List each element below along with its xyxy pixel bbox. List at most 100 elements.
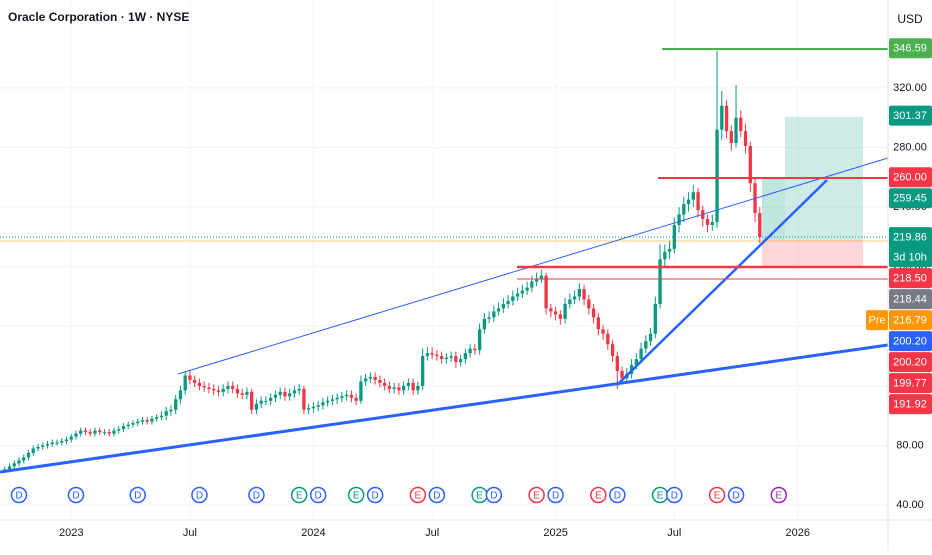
candle-body [473, 348, 477, 351]
candle-body [387, 385, 392, 389]
price-label [889, 331, 932, 352]
candle-body [36, 446, 40, 449]
candle-body [696, 192, 700, 211]
candle-body [283, 391, 287, 397]
x-tick-label: 2026 [786, 527, 810, 539]
event-label: E [657, 491, 664, 502]
candle-body [572, 296, 577, 300]
event-label: D [253, 491, 260, 502]
candle-body [297, 388, 301, 391]
x-tick-label: 2024 [301, 527, 325, 539]
x-tick-label: 2023 [59, 527, 83, 539]
event-icon [727, 486, 745, 504]
candle-body [530, 281, 534, 288]
candle-body [549, 308, 553, 312]
candle-body [202, 385, 206, 388]
y-tick-label: 320.00 [893, 82, 927, 94]
candle-body [269, 397, 273, 401]
candle-body [382, 382, 387, 386]
candle-body [359, 381, 363, 401]
event-label: E [353, 491, 360, 502]
candle-body [482, 318, 487, 330]
candle-body [743, 131, 748, 147]
price-label [889, 105, 932, 126]
candle-body [378, 379, 382, 383]
candle-body [653, 303, 657, 334]
candle-body [50, 442, 54, 445]
candle-body [117, 429, 121, 431]
candle-body [221, 388, 225, 392]
event-label: E [476, 491, 483, 502]
candle-body [7, 466, 12, 470]
x-tick-label: Jul [425, 527, 439, 539]
candle-body [501, 303, 506, 309]
event-label: D [15, 491, 22, 502]
candle-body [449, 356, 453, 358]
candle-body [145, 420, 149, 422]
candle-body [644, 341, 648, 349]
candle-body [335, 397, 339, 400]
candle-body [520, 290, 525, 294]
candle-body [197, 382, 202, 386]
candle-body [344, 394, 349, 397]
event-label: D [732, 491, 739, 502]
candle-body [406, 382, 411, 386]
candle-body [416, 385, 420, 391]
candle-body [748, 146, 752, 184]
event-icon [770, 486, 788, 504]
candle-body [259, 400, 263, 404]
candle-body [321, 402, 325, 406]
event-icon [528, 486, 545, 504]
candle-body [212, 388, 216, 391]
candle-body [658, 259, 662, 304]
price-label-text: 218.44 [893, 294, 927, 306]
candle-body [515, 293, 520, 297]
candle-body [558, 314, 563, 319]
event-icon [666, 486, 683, 504]
event-icon [590, 486, 607, 504]
event-label: D [315, 491, 322, 502]
event-label: E [415, 491, 422, 502]
candle-body [41, 445, 45, 447]
candle-body [373, 376, 377, 380]
price-label-text: 301.37 [893, 110, 927, 122]
x-tick-label: 2025 [543, 527, 567, 539]
event-icon [191, 486, 208, 504]
event-icon [290, 486, 308, 504]
candle-body [216, 390, 221, 392]
candle-body [183, 375, 187, 391]
candle-body [439, 356, 444, 360]
candle-body [430, 353, 434, 355]
candle-body [435, 354, 439, 357]
candle-body [468, 348, 472, 354]
event-icon [309, 486, 327, 504]
candle-body [45, 444, 50, 446]
candle-body [544, 275, 548, 309]
candle-body [582, 289, 586, 300]
candle-body [193, 379, 197, 383]
price-label-text: 216.79 [893, 315, 927, 327]
event-label: E [714, 491, 721, 502]
event-icon [708, 486, 726, 504]
candle-body [60, 441, 64, 443]
y-tick-label: 40.00 [896, 499, 924, 511]
candle-body [164, 411, 168, 416]
candle-body [634, 359, 638, 366]
candle-body [79, 430, 83, 434]
price-tag [866, 310, 888, 331]
candle-body [174, 399, 178, 410]
candle-body [188, 375, 192, 380]
event-label: D [372, 491, 379, 502]
candle-body [663, 251, 667, 260]
candle-body [83, 430, 88, 433]
candle-body [98, 430, 102, 433]
candle-body [207, 387, 211, 389]
candle-body [682, 204, 686, 215]
event-icon [366, 486, 384, 504]
price-label-countdown: 3d 10h [893, 252, 927, 264]
price-label [889, 167, 932, 188]
price-label-text: 191.92 [893, 399, 927, 411]
candle-body [511, 296, 515, 301]
candle-body [150, 418, 154, 422]
